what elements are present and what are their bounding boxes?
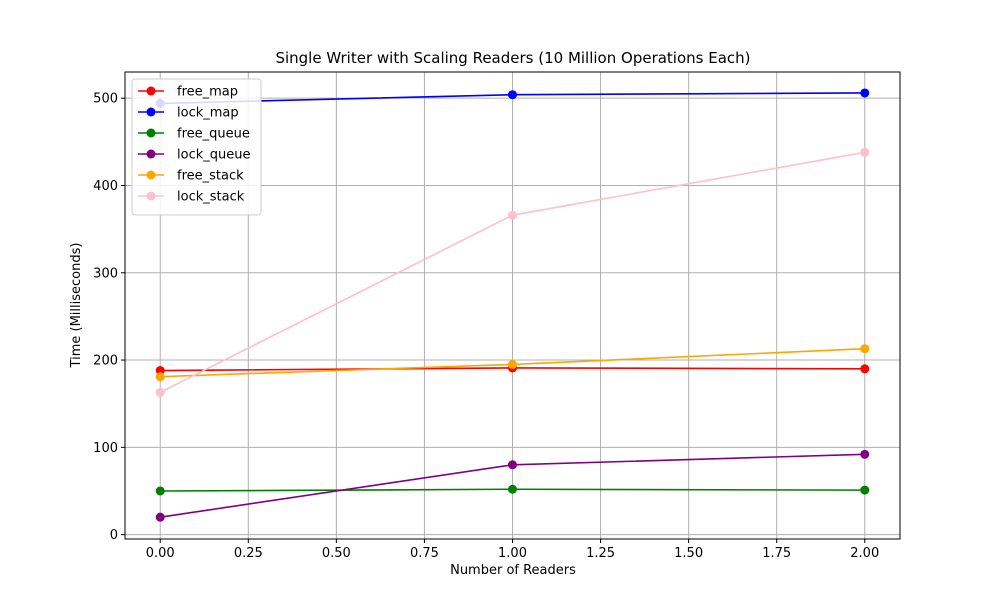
data-point: [155, 512, 165, 522]
data-point: [508, 484, 517, 494]
data-point: [155, 387, 165, 397]
data-point: [860, 364, 870, 374]
data-point: [508, 460, 517, 470]
y-tick-label: 100: [93, 441, 118, 456]
series-lock_queue: [155, 449, 870, 522]
x-tick-label: 0.25: [234, 546, 263, 561]
legend-marker: [146, 128, 156, 138]
y-tick-label: 300: [93, 266, 118, 281]
x-tick-label: 1.50: [674, 546, 703, 561]
legend-item: lock_stack: [138, 190, 245, 205]
y-tick-label: 0: [110, 528, 118, 543]
data-point: [860, 147, 870, 157]
legend-item: lock_map: [138, 106, 239, 121]
data-point: [508, 359, 517, 369]
data-point: [860, 88, 870, 98]
legend-marker: [146, 86, 156, 96]
y-tick-label: 400: [93, 179, 118, 194]
legend-item: lock_queue: [138, 148, 250, 163]
legend-item: free_map: [138, 85, 238, 100]
legend-item: free_queue: [138, 127, 250, 142]
legend-label: lock_stack: [177, 190, 245, 205]
x-tick-label: 1.25: [586, 546, 615, 561]
legend-marker: [146, 149, 156, 159]
legend-marker: [146, 191, 156, 201]
grid-lines: [125, 72, 900, 539]
chart-title: Single Writer with Scaling Readers (10 M…: [275, 49, 750, 67]
legend-box: [131, 78, 262, 216]
legend-label: free_queue: [177, 127, 250, 142]
x-tick-label: 2.00: [850, 546, 879, 561]
legend-label: free_map: [177, 85, 238, 100]
legend-marker: [146, 107, 156, 117]
data-point: [860, 449, 870, 459]
x-axis-label: Number of Readers: [450, 563, 576, 578]
x-axis-ticks: 0.00 0.25 0.50 0.75 1.00 1.25 1.50 1.75 2.00: [146, 539, 879, 561]
series-lock_stack: [155, 147, 870, 397]
legend-item: free_stack: [138, 169, 244, 184]
legend-label: free_stack: [177, 169, 244, 184]
y-axis-label: Time (Milliseconds): [69, 243, 84, 369]
data-point: [860, 485, 870, 495]
y-axis-ticks: 0 100 200 300 400 500: [93, 92, 125, 543]
x-tick-label: 0.75: [410, 546, 439, 561]
legend-marker: [146, 170, 156, 180]
legend-label: lock_queue: [177, 148, 250, 163]
x-tick-label: 0.00: [146, 546, 175, 561]
x-tick-label: 1.00: [498, 546, 527, 561]
x-tick-label: 0.50: [322, 546, 351, 561]
x-tick-label: 1.75: [762, 546, 791, 561]
y-tick-label: 200: [93, 354, 118, 369]
data-point: [155, 486, 165, 496]
data-point: [508, 90, 517, 100]
y-tick-label: 500: [93, 92, 118, 107]
legend-label: lock_map: [177, 106, 239, 121]
data-point: [155, 372, 165, 382]
series-free_stack: [155, 344, 870, 382]
series-free_queue: [155, 484, 870, 496]
data-point: [508, 210, 517, 220]
data-point: [860, 344, 870, 354]
legend: free_map lock_map free_queue lock_queuefree…: [131, 78, 262, 216]
